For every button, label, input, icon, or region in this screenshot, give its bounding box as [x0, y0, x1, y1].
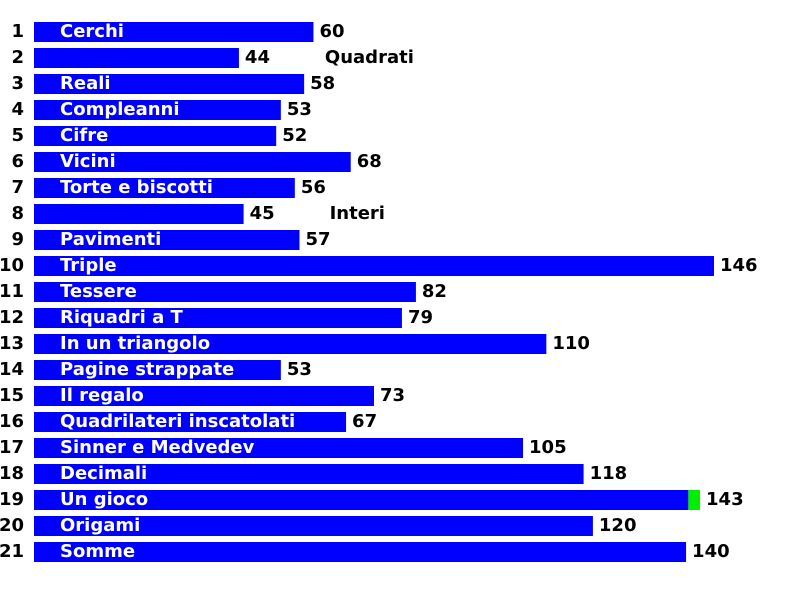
rank-label: 5: [11, 125, 24, 146]
bar: [34, 74, 305, 94]
category-label: Triple: [60, 255, 117, 276]
rank-label: 8: [11, 203, 24, 224]
value-label: 146: [720, 255, 758, 276]
value-label: 120: [599, 515, 637, 536]
value-label: 44: [245, 47, 270, 68]
category-label: Il regalo: [60, 385, 144, 406]
category-label: Quadrilateri inscatolati: [60, 411, 295, 432]
bar: [34, 126, 277, 146]
bar: [34, 438, 524, 458]
category-label: Somme: [60, 541, 135, 562]
value-label: 67: [352, 411, 377, 432]
rank-label: 20: [0, 515, 24, 536]
value-label: 60: [319, 21, 344, 42]
rank-label: 11: [0, 281, 24, 302]
value-label: 110: [552, 333, 590, 354]
category-label: Compleanni: [60, 99, 180, 120]
category-label: Tessere: [60, 281, 137, 302]
rank-label: 7: [11, 177, 24, 198]
bar: [34, 464, 584, 484]
value-label: 118: [590, 463, 628, 484]
rank-label: 18: [0, 463, 24, 484]
value-label: 73: [380, 385, 405, 406]
rank-label: 1: [11, 21, 24, 42]
rank-label: 13: [0, 333, 24, 354]
bar: [34, 542, 687, 562]
bar: [34, 178, 295, 198]
category-label: Cerchi: [60, 21, 124, 42]
category-label: Pagine strappate: [60, 359, 234, 380]
category-label: In un triangolo: [60, 333, 210, 354]
category-label: Pavimenti: [60, 229, 161, 250]
bar: [34, 516, 593, 536]
category-label: Riquadri a T: [60, 307, 183, 328]
category-label: Quadrati: [325, 47, 414, 68]
value-label: 53: [287, 359, 312, 380]
bar: [34, 22, 314, 42]
value-label: 140: [692, 541, 730, 562]
rank-label: 16: [0, 411, 24, 432]
bar: [34, 360, 281, 380]
rank-label: 6: [11, 151, 24, 172]
rank-label: 10: [0, 255, 24, 276]
bar: [34, 308, 402, 328]
bar: [34, 48, 239, 68]
category-label: Cifre: [60, 125, 108, 146]
category-label: Un gioco: [60, 489, 148, 510]
value-label: 79: [408, 307, 433, 328]
bar-highlight: [688, 490, 701, 510]
rank-label: 14: [0, 359, 24, 380]
category-label: Reali: [60, 73, 111, 94]
bar: [34, 490, 689, 510]
bar: [34, 100, 281, 120]
rank-label: 12: [0, 307, 24, 328]
value-label: 45: [250, 203, 275, 224]
value-label: 105: [529, 437, 567, 458]
bar: [34, 386, 374, 406]
rank-label: 9: [11, 229, 24, 250]
value-label: 57: [305, 229, 330, 250]
category-label: Origami: [60, 515, 140, 536]
value-label: 58: [310, 73, 335, 94]
bar: [34, 230, 300, 250]
value-label: 82: [422, 281, 447, 302]
rank-label: 15: [0, 385, 24, 406]
category-label: Torte e biscotti: [60, 177, 213, 198]
bar: [34, 412, 347, 432]
bar: [34, 152, 351, 172]
rank-label: 21: [0, 541, 24, 562]
bar: [34, 204, 244, 224]
value-label: 53: [287, 99, 312, 120]
category-label: Interi: [330, 203, 385, 224]
bar: [34, 282, 416, 302]
value-label: 143: [706, 489, 744, 510]
category-label: Sinner e Medvedev: [60, 437, 255, 458]
category-label: Vicini: [60, 151, 116, 172]
value-label: 56: [301, 177, 326, 198]
rank-label: 2: [11, 47, 24, 68]
rank-label: 3: [11, 73, 24, 94]
category-label: Decimali: [60, 463, 147, 484]
value-label: 52: [282, 125, 307, 146]
bar: [34, 334, 547, 354]
value-label: 68: [357, 151, 382, 172]
rank-label: 4: [11, 99, 24, 120]
rank-label: 17: [0, 437, 24, 458]
bar: [34, 256, 714, 276]
rank-label: 19: [0, 489, 24, 510]
